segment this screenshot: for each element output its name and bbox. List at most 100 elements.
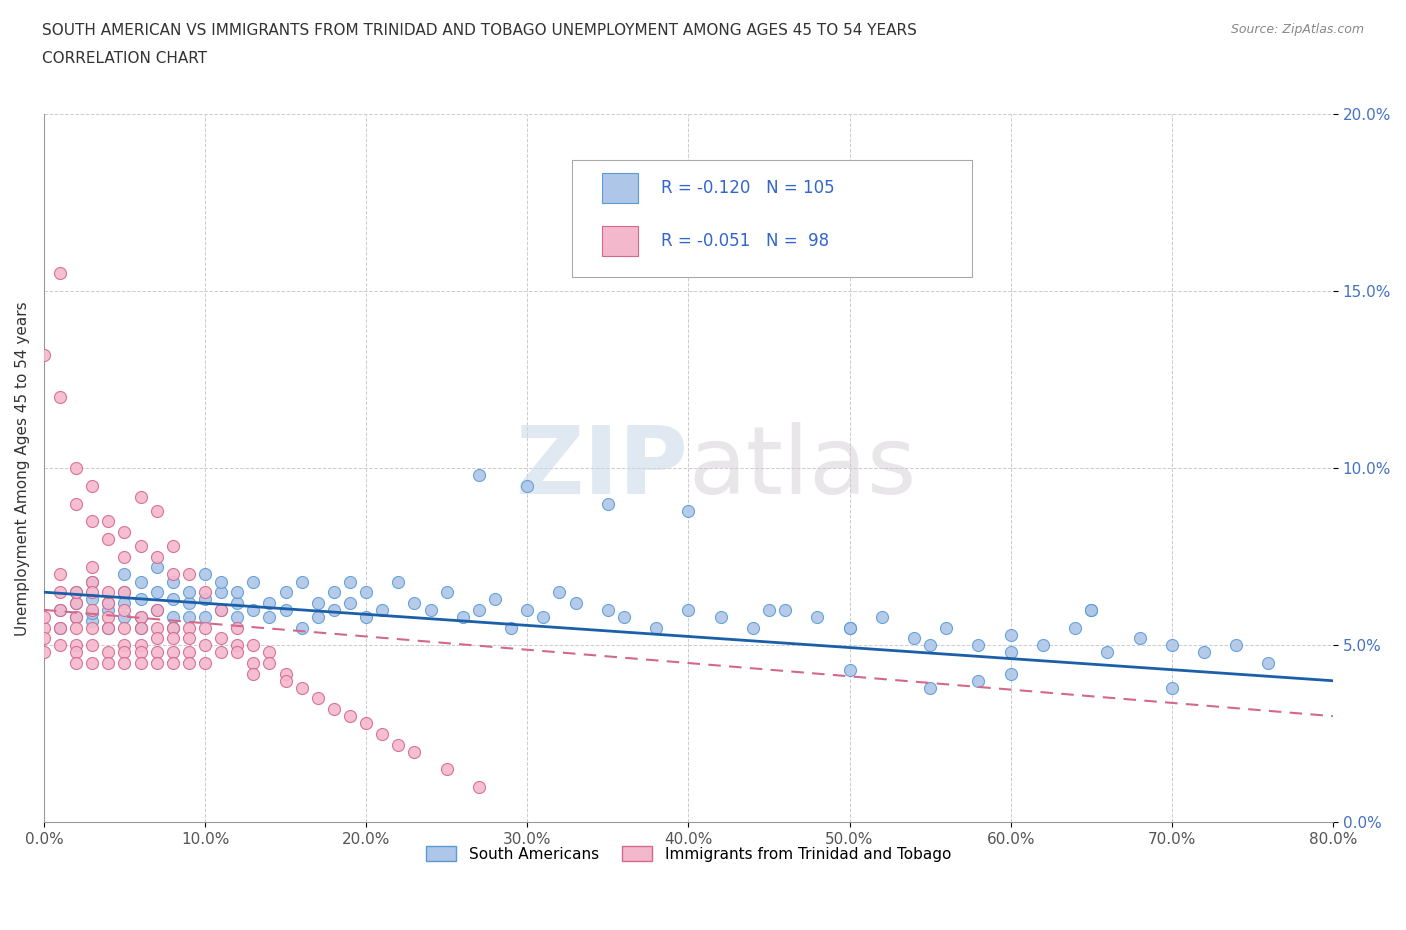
Point: [1080, 603, 1102, 618]
Point: [307, 595, 329, 610]
Point: [516, 603, 538, 618]
Point: [114, 638, 136, 653]
Point: [65, 609, 87, 624]
Point: [177, 631, 200, 645]
Point: [339, 574, 361, 589]
FancyBboxPatch shape: [572, 160, 972, 277]
Point: [65, 638, 87, 653]
Point: [82, 620, 104, 635]
Point: [177, 620, 200, 635]
Point: [82, 574, 104, 589]
Point: [322, 585, 344, 600]
Point: [114, 609, 136, 624]
Point: [82, 638, 104, 653]
Point: [242, 666, 264, 681]
Point: [339, 595, 361, 610]
Point: [1000, 666, 1022, 681]
Point: [710, 609, 733, 624]
Point: [162, 574, 184, 589]
Point: [114, 550, 136, 565]
Point: [1064, 620, 1087, 635]
Point: [596, 497, 619, 512]
Point: [1032, 638, 1054, 653]
Point: [194, 591, 217, 606]
Point: [354, 585, 377, 600]
Point: [129, 620, 152, 635]
Point: [177, 609, 200, 624]
Point: [209, 603, 232, 618]
Point: [177, 567, 200, 582]
Point: [1000, 627, 1022, 642]
Point: [838, 620, 860, 635]
Point: [145, 603, 167, 618]
Point: [97, 532, 120, 547]
Point: [242, 638, 264, 653]
Point: [49, 390, 72, 405]
Point: [97, 595, 120, 610]
Point: [49, 266, 72, 281]
Point: [145, 585, 167, 600]
Text: SOUTH AMERICAN VS IMMIGRANTS FROM TRINIDAD AND TOBAGO UNEMPLOYMENT AMONG AGES 45: SOUTH AMERICAN VS IMMIGRANTS FROM TRINID…: [42, 23, 917, 38]
Point: [920, 638, 942, 653]
Point: [1257, 656, 1279, 671]
Point: [1192, 645, 1215, 660]
Point: [82, 613, 104, 628]
Point: [129, 609, 152, 624]
Point: [145, 631, 167, 645]
Point: [209, 645, 232, 660]
Point: [903, 631, 925, 645]
Point: [145, 560, 167, 575]
Point: [65, 497, 87, 512]
Point: [307, 609, 329, 624]
Point: [194, 567, 217, 582]
Point: [114, 567, 136, 582]
Point: [97, 585, 120, 600]
Point: [49, 603, 72, 618]
Point: [129, 656, 152, 671]
Point: [387, 737, 409, 752]
Point: [451, 609, 474, 624]
Point: [82, 656, 104, 671]
Point: [773, 603, 796, 618]
Point: [97, 620, 120, 635]
Point: [371, 603, 394, 618]
Point: [1160, 681, 1182, 696]
Text: Source: ZipAtlas.com: Source: ZipAtlas.com: [1230, 23, 1364, 36]
Point: [97, 595, 120, 610]
Point: [870, 609, 893, 624]
Point: [177, 645, 200, 660]
Point: [387, 574, 409, 589]
Point: [162, 631, 184, 645]
Point: [162, 567, 184, 582]
Point: [65, 595, 87, 610]
Point: [564, 595, 586, 610]
Point: [209, 585, 232, 600]
Point: [82, 585, 104, 600]
Point: [145, 503, 167, 518]
Point: [65, 609, 87, 624]
Point: [468, 779, 491, 794]
Point: [226, 645, 249, 660]
Point: [129, 638, 152, 653]
Point: [194, 585, 217, 600]
Point: [354, 609, 377, 624]
Point: [32, 645, 55, 660]
Point: [97, 656, 120, 671]
Point: [935, 620, 957, 635]
Point: [162, 620, 184, 635]
Point: [114, 585, 136, 600]
Point: [209, 603, 232, 618]
Point: [114, 585, 136, 600]
Point: [145, 550, 167, 565]
Point: [436, 585, 458, 600]
Point: [162, 591, 184, 606]
Point: [129, 645, 152, 660]
Point: [129, 538, 152, 553]
Point: [678, 603, 700, 618]
Point: [65, 620, 87, 635]
Point: [114, 595, 136, 610]
Point: [145, 603, 167, 618]
Point: [242, 656, 264, 671]
Point: [82, 560, 104, 575]
Point: [291, 681, 314, 696]
